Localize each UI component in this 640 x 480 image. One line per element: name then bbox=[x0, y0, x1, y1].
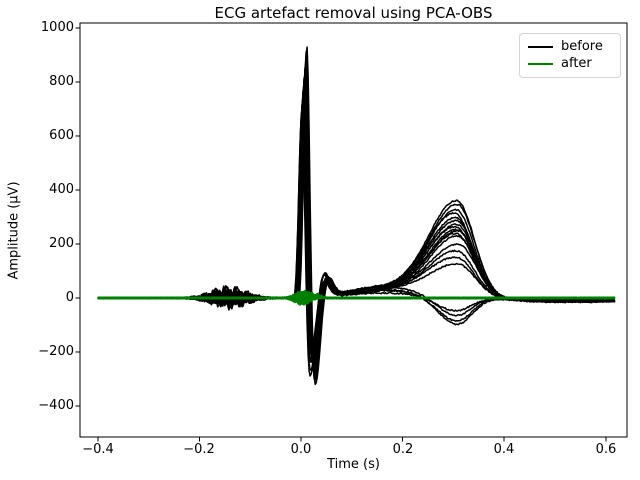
y-tick-label: 400 bbox=[49, 182, 74, 197]
y-tick-label: 200 bbox=[49, 236, 74, 251]
x-tick-label: −0.4 bbox=[82, 442, 114, 457]
x-axis-title: Time (s) bbox=[327, 457, 380, 472]
ecg-trace-before bbox=[97, 69, 616, 369]
before-traces bbox=[97, 46, 616, 386]
ecg-trace-before bbox=[97, 91, 615, 354]
ecg-trace-before bbox=[97, 46, 615, 386]
legend-entry-after: after bbox=[528, 56, 612, 73]
y-tick-label: 1000 bbox=[40, 20, 74, 35]
ecg-trace-before bbox=[97, 105, 616, 363]
ecg-trace-before bbox=[97, 67, 616, 372]
trace-group bbox=[97, 46, 616, 386]
ecg-trace-before bbox=[97, 90, 616, 357]
legend-label-after: after bbox=[561, 55, 592, 71]
y-tick-label: 0 bbox=[65, 290, 74, 305]
chart-title: ECG artefact removal using PCA-OBS bbox=[214, 4, 493, 22]
y-tick-label: −200 bbox=[38, 344, 74, 359]
legend-line-after bbox=[528, 62, 553, 65]
ecg-trace-before bbox=[97, 114, 616, 377]
ecg-trace-before bbox=[97, 80, 616, 363]
ecg-trace-before bbox=[97, 104, 616, 362]
ecg-trace-before bbox=[97, 66, 616, 373]
ecg-trace-before bbox=[97, 94, 616, 351]
ecg-trace-before bbox=[97, 51, 616, 381]
legend: before after bbox=[519, 33, 621, 78]
y-tick-label: 800 bbox=[49, 74, 74, 89]
x-tick-label: −0.2 bbox=[183, 442, 215, 457]
legend-label-before: before bbox=[561, 39, 603, 55]
ecg-trace-before bbox=[97, 98, 616, 349]
x-tick-label: 0.2 bbox=[392, 442, 414, 457]
y-axis-title: Amplitude (µV) bbox=[6, 181, 22, 280]
y-tick-label: −400 bbox=[38, 398, 74, 413]
x-tick-label: 0.6 bbox=[595, 442, 617, 457]
legend-entry-before: before bbox=[528, 39, 612, 56]
axis-tick-marks bbox=[75, 27, 607, 442]
ecg-trace-before bbox=[97, 107, 615, 371]
x-tick-label: 0.0 bbox=[290, 442, 312, 457]
after-traces bbox=[97, 289, 616, 306]
plot-border bbox=[79, 22, 628, 438]
ecg-trace-before bbox=[97, 73, 616, 366]
ecg-trace-before bbox=[97, 56, 616, 379]
legend-line-before bbox=[528, 46, 553, 49]
ecg-trace-before bbox=[97, 85, 615, 359]
ecg-trace-before bbox=[97, 77, 615, 365]
y-tick-label: 600 bbox=[49, 128, 74, 143]
ecg-trace-before bbox=[97, 60, 616, 376]
ecg-trace-before bbox=[97, 81, 615, 360]
ecg-trace-after bbox=[97, 293, 615, 303]
x-tick-label: 0.4 bbox=[493, 442, 515, 457]
